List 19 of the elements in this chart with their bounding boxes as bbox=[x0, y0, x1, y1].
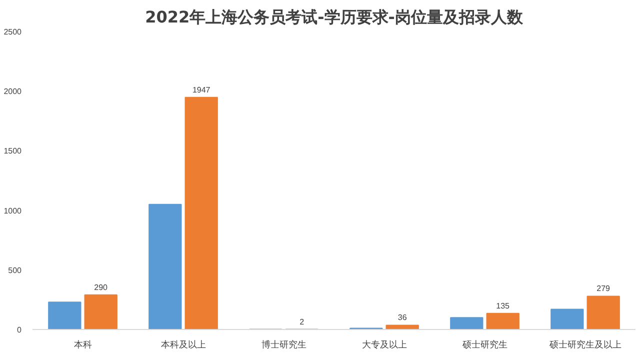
data-label: 36 bbox=[398, 313, 408, 322]
x-tick-label: 大专及以上 bbox=[362, 340, 407, 350]
x-tick-label: 硕士研究生及以上 bbox=[548, 340, 622, 350]
y-tick-label: 500 bbox=[8, 266, 22, 275]
data-label: 135 bbox=[496, 301, 510, 310]
data-label: 279 bbox=[596, 284, 611, 294]
y-tick-label: 0 bbox=[17, 326, 22, 334]
y-tick-label: 1000 bbox=[4, 206, 22, 216]
chart-title: 2022年上海公务员考试-学历要求-岗位量及招录人数 bbox=[145, 8, 524, 26]
y-tick-label: 2500 bbox=[4, 28, 22, 36]
x-tick-label: 硕士研究生 bbox=[461, 340, 508, 350]
data-label: 1947 bbox=[192, 85, 211, 94]
x-tick-label: 博士研究生 bbox=[261, 340, 306, 350]
data-label: 290 bbox=[94, 282, 108, 292]
data-label: 2 bbox=[300, 317, 305, 326]
x-tick-label: 本科 bbox=[74, 340, 92, 350]
y-tick-label: 2000 bbox=[4, 87, 22, 96]
x-tick-label: 本科及以上 bbox=[160, 340, 206, 350]
y-tick-label: 1500 bbox=[4, 146, 22, 156]
